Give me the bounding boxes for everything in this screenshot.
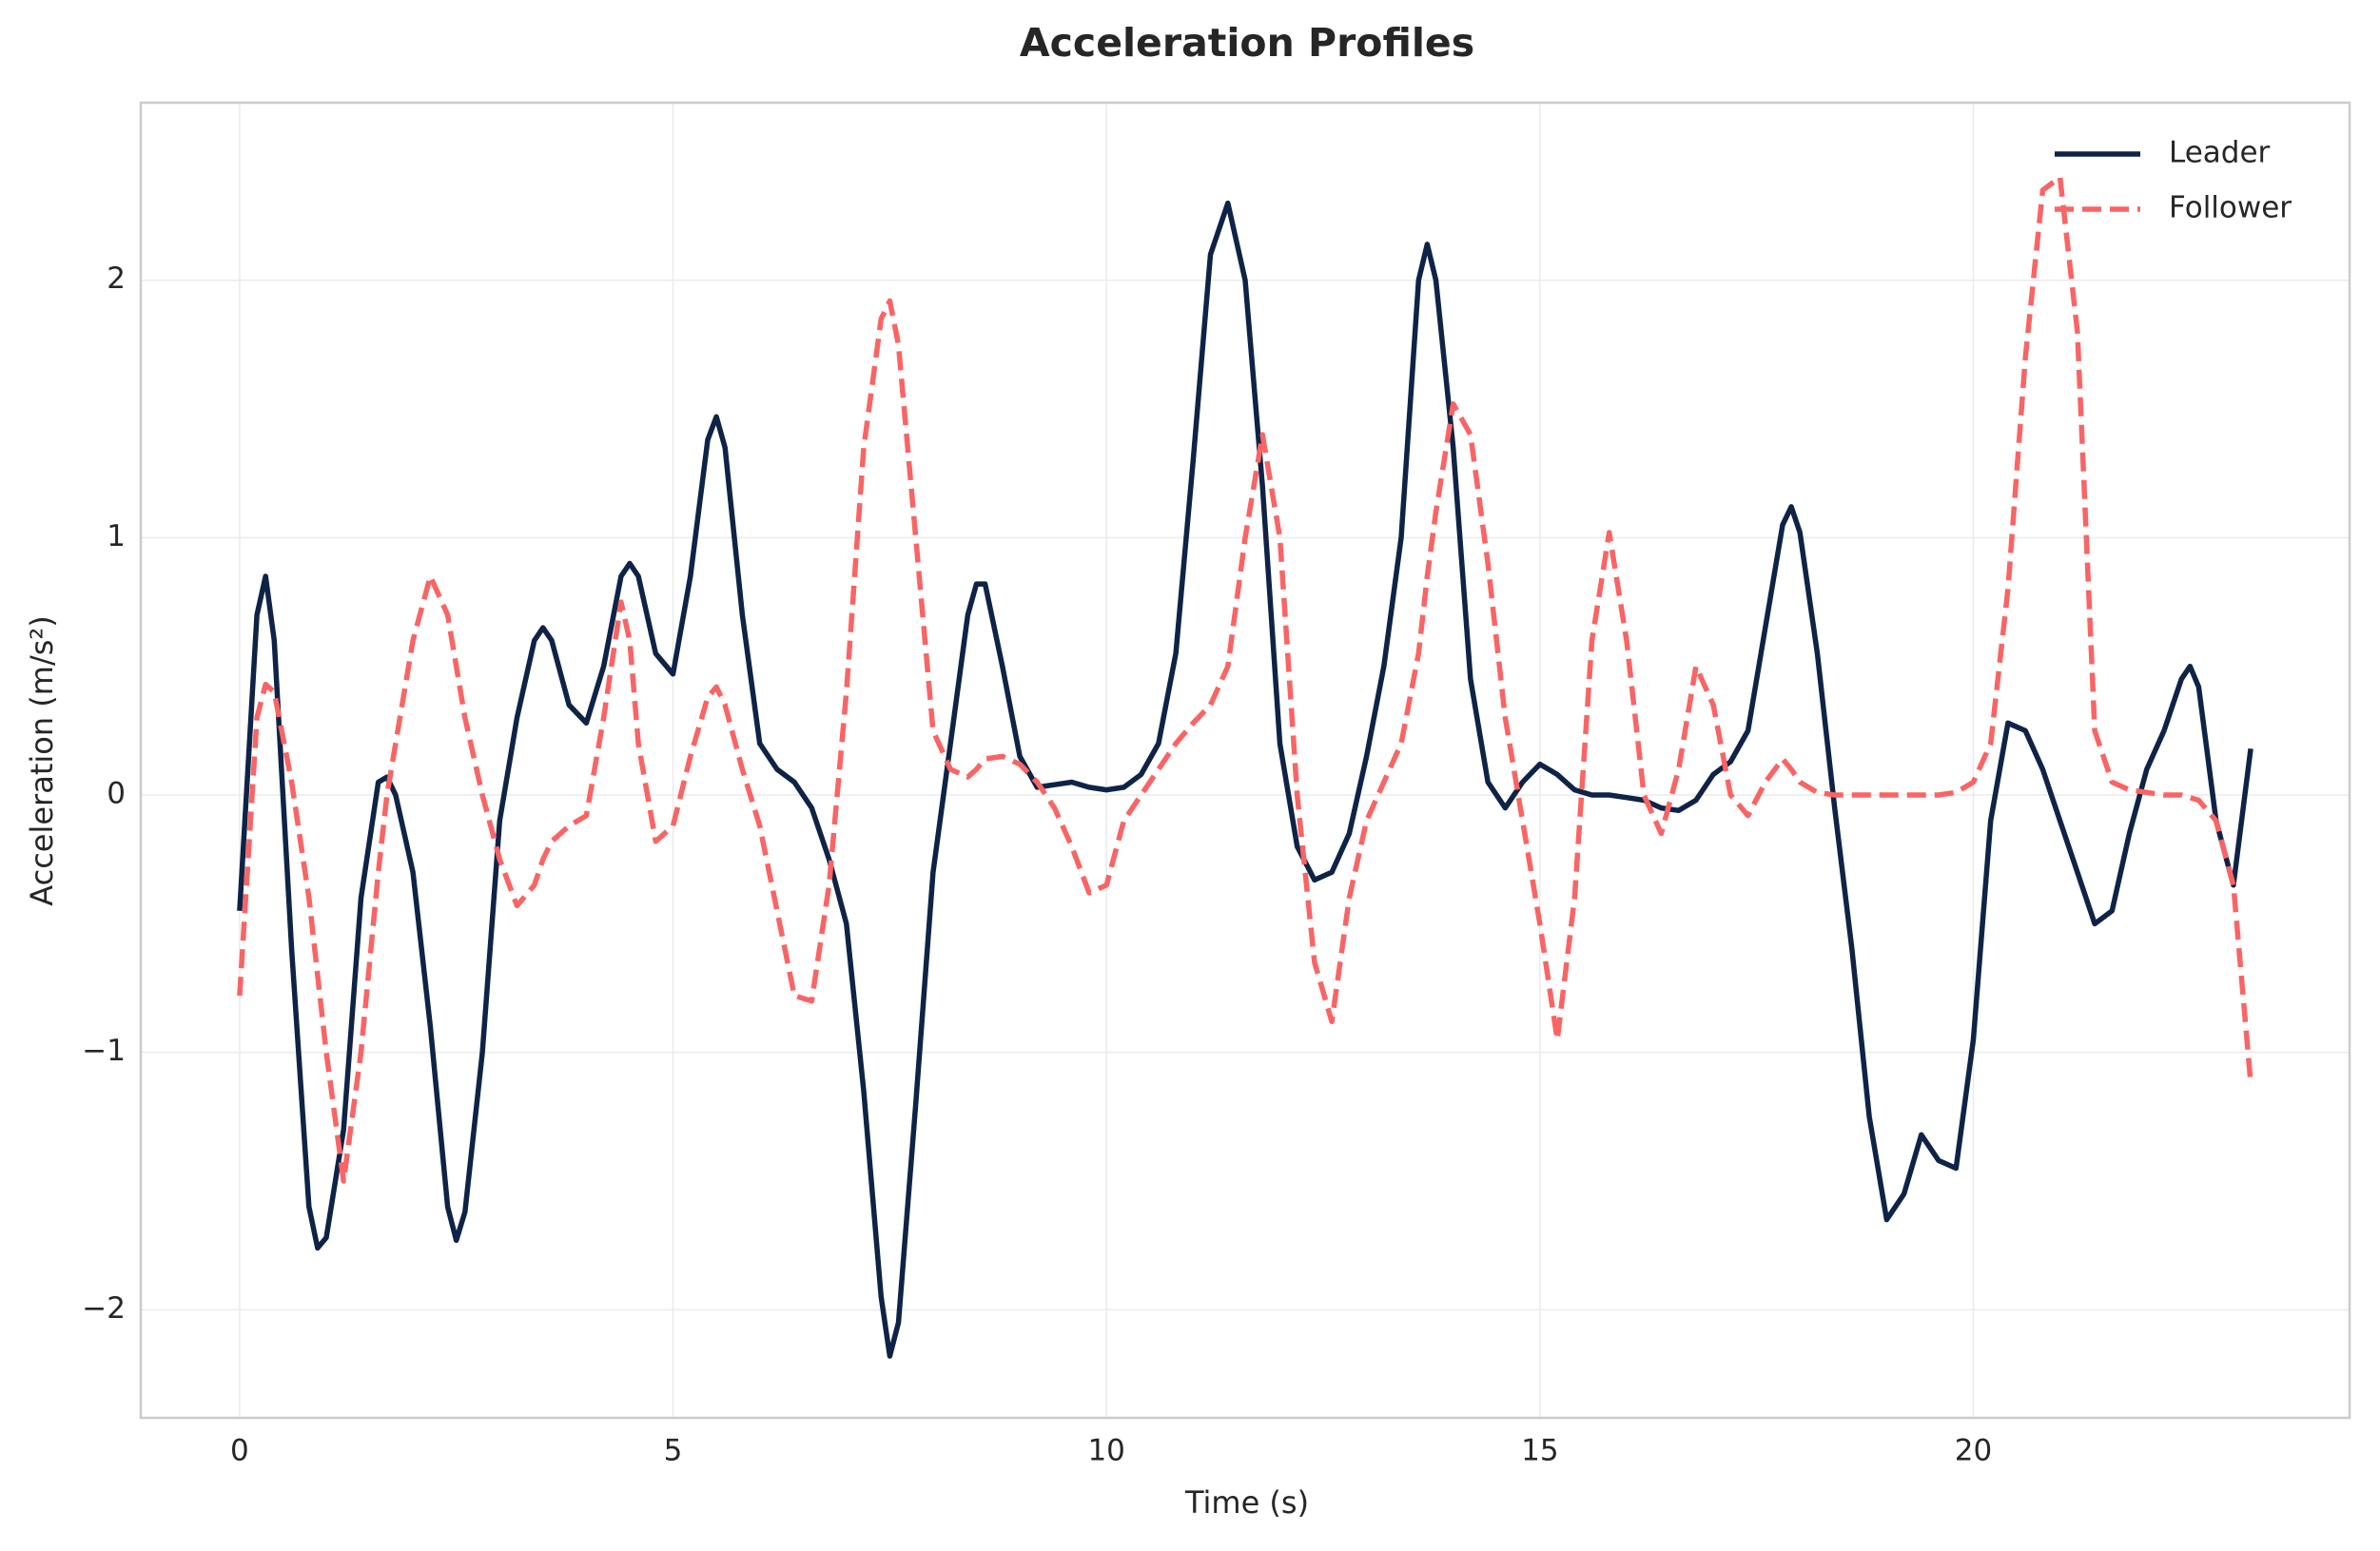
x-axis-label: Time (s) [1184,1484,1309,1521]
series-line [237,174,2253,1184]
x-tick-label: 20 [1955,1434,1992,1468]
y-axis-label: Acceleration (m/s²) [24,615,60,905]
x-tick-label: 15 [1521,1434,1558,1468]
y-tick-label: −2 [82,1291,126,1326]
x-tick-label: 5 [664,1434,683,1468]
y-tick-label: 1 [107,519,126,553]
x-tick-label: 10 [1087,1434,1124,1468]
y-tick-label: 2 [107,262,126,296]
y-tick-label: −1 [82,1034,126,1068]
y-tick-label: 0 [107,777,126,811]
x-tick-label: 0 [230,1434,249,1468]
plot-frame [139,101,2351,1420]
legend-label: Follower [2169,191,2292,225]
chart-title: Acceleration Profiles [1020,20,1474,66]
legend-label: Leader [2169,136,2271,170]
series-line [237,200,2253,1359]
